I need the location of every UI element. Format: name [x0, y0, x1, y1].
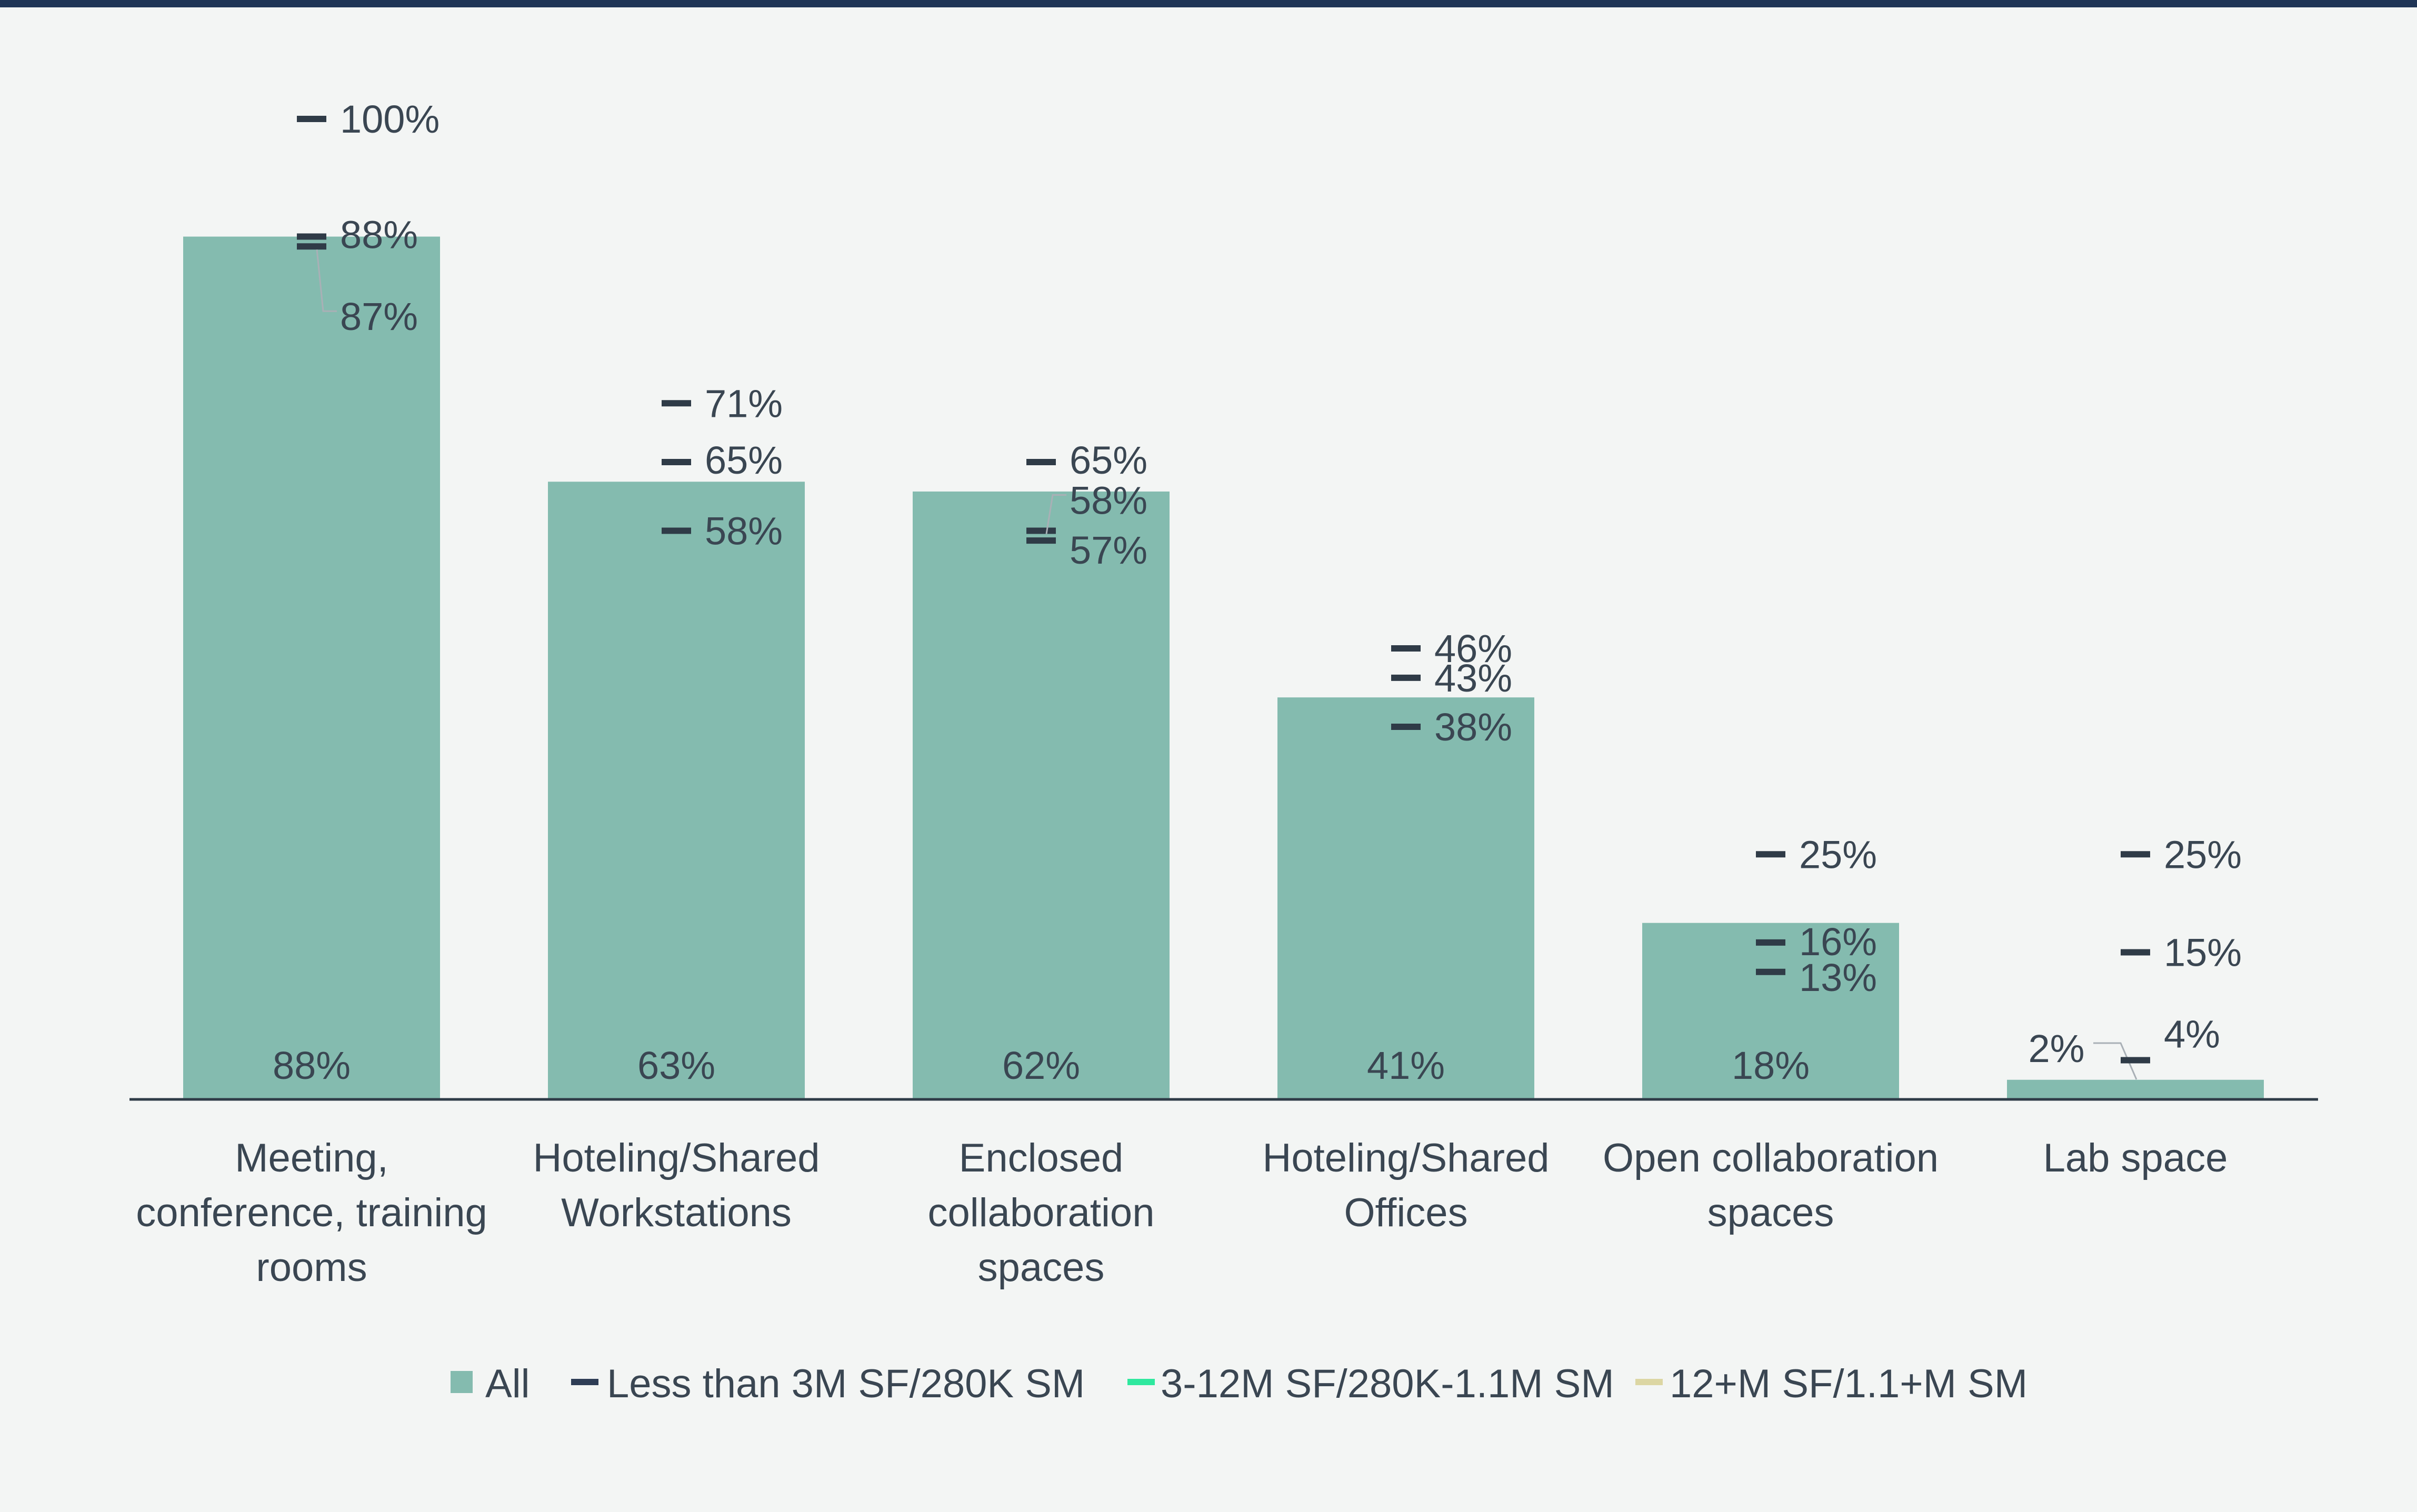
- legend-swatch-12-plus-m: [1635, 1379, 1663, 1385]
- category-label-open-collaboration-spaces-line-2: spaces: [1707, 1190, 1834, 1235]
- marker-label-small-lab-space: 15%: [2164, 931, 2242, 975]
- marker-label-small-meeting-conference-training-rooms: 87%: [340, 295, 418, 338]
- marker-label-small-hoteling-shared-offices: 38%: [1434, 705, 1512, 749]
- bar-all-enclosed-collaboration-spaces: [913, 491, 1170, 1100]
- category-label-enclosed-collaboration-spaces-line-2: collaboration: [928, 1190, 1155, 1235]
- bar-all-lab-space: [2007, 1079, 2264, 1099]
- legend-label-12-plus-m: 12+M SF/1.1+M SM: [1670, 1361, 2028, 1406]
- marker-label-small-enclosed-collaboration-spaces: 65%: [1070, 438, 1147, 482]
- category-label-lab-space-line-1: Lab space: [2043, 1136, 2228, 1180]
- value-label-all-meeting-conference-training-rooms: 88%: [273, 1044, 351, 1087]
- value-label-all-open-collaboration-spaces: 18%: [1732, 1044, 1810, 1087]
- leader-line-small-meeting-conference-training-rooms: [316, 249, 337, 312]
- markers-layer: 87% 65% 65% 38% 16% 15% 88% 58% 58% 46% 25% 4% 100% 7…: [297, 97, 2242, 1064]
- marker-label-large-hoteling-shared-offices: 43%: [1434, 656, 1512, 700]
- leader-line-all-lab-space: [2093, 1042, 2138, 1080]
- category-label-meeting-conference-training-rooms-line-1: Meeting,: [235, 1136, 388, 1180]
- category-label-hoteling-shared-offices-line-2: Offices: [1344, 1190, 1467, 1235]
- category-label-meeting-conference-training-rooms-line-3: rooms: [256, 1245, 367, 1290]
- legend-swatch-all: [451, 1371, 473, 1393]
- marker-label-large-hoteling-shared-workstations: 71%: [705, 382, 783, 425]
- marker-label-large-meeting-conference-training-rooms: 100%: [340, 97, 440, 141]
- category-labels: Meeting, conference, training rooms Hotelin…: [136, 1136, 2228, 1290]
- category-label-open-collaboration-spaces-line-1: Open collaboration: [1603, 1136, 1939, 1180]
- legend-label-less-than-3m: Less than 3M SF/280K SM: [607, 1361, 1085, 1406]
- category-label-hoteling-shared-workstations-line-2: Workstations: [561, 1190, 792, 1235]
- top-border: [0, 0, 2417, 7]
- bar-all-open-collaboration-spaces: [1642, 923, 1899, 1099]
- value-label-all-hoteling-shared-workstations: 63%: [637, 1044, 715, 1087]
- marker-label-mid-open-collaboration-spaces: 25%: [1799, 833, 1877, 876]
- legend-swatch-less-than-3m: [571, 1379, 598, 1385]
- legend-swatch-3-12m: [1127, 1379, 1155, 1385]
- marker-label-mid-meeting-conference-training-rooms: 88%: [340, 213, 418, 257]
- marker-label-mid-hoteling-shared-offices: 46%: [1434, 627, 1512, 670]
- marker-label-mid-hoteling-shared-workstations: 58%: [705, 509, 783, 553]
- legend-label-all: All: [485, 1361, 530, 1406]
- category-label-hoteling-shared-workstations-line-1: Hoteling/Shared: [533, 1136, 820, 1180]
- leader-line-mid-enclosed-collaboration-spaces: [1045, 494, 1066, 534]
- marker-label-mid-lab-space: 4%: [2164, 1012, 2220, 1056]
- marker-label-large-open-collaboration-spaces: 13%: [1799, 956, 1877, 999]
- bar-all-hoteling-shared-offices: [1277, 697, 1534, 1099]
- category-label-hoteling-shared-offices-line-1: Hoteling/Shared: [1262, 1136, 1549, 1180]
- legend-label-3-12m: 3-12M SF/280K-1.1M SM: [1161, 1361, 1614, 1406]
- marker-label-large-lab-space: 25%: [2164, 833, 2242, 876]
- marker-label-mid-enclosed-collaboration-spaces: 58%: [1070, 478, 1147, 522]
- category-label-enclosed-collaboration-spaces-line-1: Enclosed: [959, 1136, 1124, 1180]
- legend: All Less than 3M SF/280K SM 3-12M SF/280…: [451, 1361, 2028, 1406]
- bars-layer: 88% 63% 62% 41% 18% 2%: [183, 236, 2264, 1100]
- marker-label-small-open-collaboration-spaces: 16%: [1799, 920, 1877, 964]
- marker-label-small-hoteling-shared-workstations: 65%: [705, 438, 783, 482]
- value-label-all-lab-space: 2%: [2029, 1027, 2085, 1070]
- category-label-meeting-conference-training-rooms-line-2: conference, training: [136, 1190, 487, 1235]
- bar-all-meeting-conference-training-rooms: [183, 236, 440, 1099]
- value-label-all-hoteling-shared-offices: 41%: [1367, 1044, 1445, 1087]
- value-label-all-enclosed-collaboration-spaces: 62%: [1002, 1044, 1080, 1087]
- category-label-enclosed-collaboration-spaces-line-3: spaces: [978, 1245, 1105, 1290]
- marker-label-large-enclosed-collaboration-spaces: 57%: [1070, 528, 1147, 572]
- bar-all-hoteling-shared-workstations: [548, 482, 805, 1099]
